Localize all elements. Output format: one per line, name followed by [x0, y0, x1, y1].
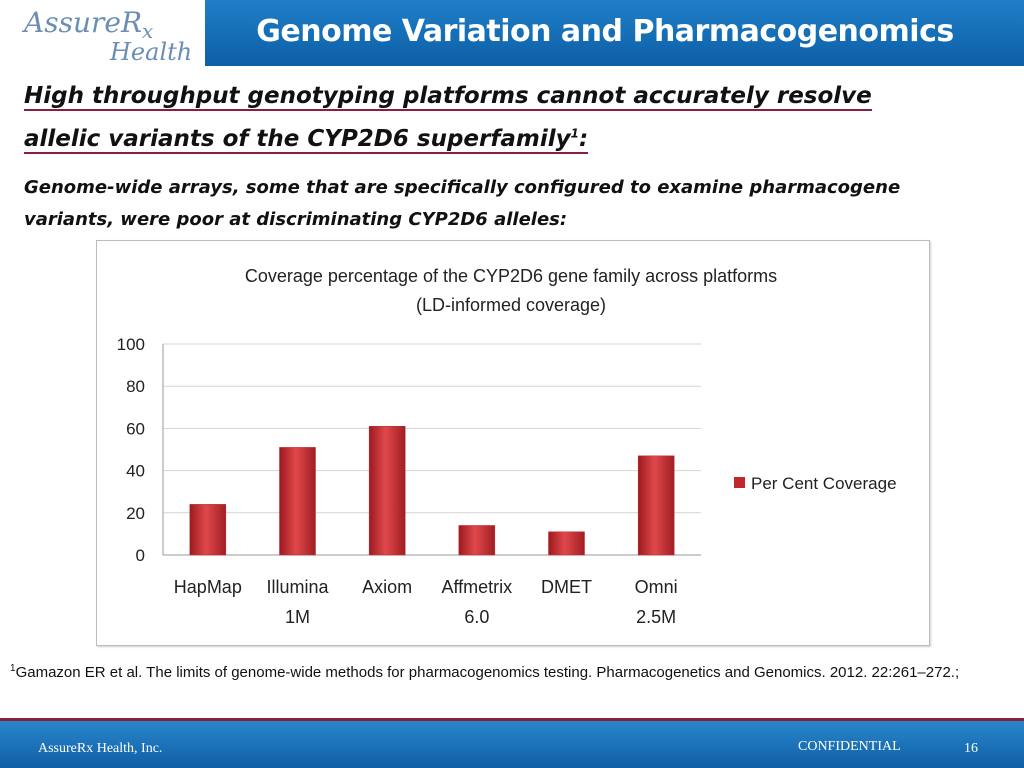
bar-omni-25m — [637, 455, 675, 556]
slide-title: Genome Variation and Pharmacogenomics — [256, 14, 954, 49]
legend-swatch — [734, 477, 745, 488]
y-tick-label: 60 — [126, 419, 145, 438]
legend-label: Per Cent Coverage — [751, 474, 897, 493]
chart-subtitle: (LD-informed coverage) — [416, 295, 606, 315]
bar-affmetrix-60 — [458, 525, 496, 556]
chart-title: Coverage percentage of the CYP2D6 gene f… — [245, 266, 777, 286]
x-tick-label: Affmetrix — [441, 577, 512, 597]
x-tick-label: Illumina — [266, 577, 329, 597]
y-tick-label: 20 — [126, 504, 145, 523]
chart-svg: Coverage percentage of the CYP2D6 gene f… — [117, 266, 897, 627]
heading-line1: High throughput genotyping platforms can… — [24, 83, 872, 111]
assurerx-logo: AssureRx Health — [0, 0, 205, 66]
bar-illumina-1m — [279, 447, 316, 556]
footer-confidential: CONFIDENTIAL — [798, 739, 901, 754]
x-tick-label: 1M — [285, 607, 310, 627]
bar-axiom — [368, 426, 406, 556]
logo-line1-sub: x — [142, 19, 154, 43]
x-tick-label: Axiom — [362, 577, 412, 597]
y-tick-label: 40 — [126, 462, 145, 481]
coverage-chart: Coverage percentage of the CYP2D6 gene f… — [96, 240, 930, 646]
subheading: Genome-wide arrays, some that are specif… — [24, 177, 901, 230]
footnote: 1Gamazon ER et al. The limits of genome-… — [10, 658, 1013, 684]
x-tick-label: HapMap — [174, 577, 242, 597]
y-tick-label: 0 — [136, 546, 145, 565]
y-tick-label: 80 — [126, 377, 145, 396]
x-tick-label: DMET — [541, 577, 592, 597]
heading-colon: : — [579, 125, 589, 152]
x-tick-label: 6.0 — [464, 607, 489, 627]
bar-hapmap — [189, 504, 227, 556]
footnote-text: Gamazon ER et al. The limits of genome-w… — [15, 664, 960, 681]
heading-line2: allelic variants of the CYP2D6 superfami… — [24, 125, 571, 152]
footer-bar: AssureRx Health, Inc. CONFIDENTIAL 16 — [0, 718, 1024, 768]
header-bar: AssureRx Health Genome Variation and Pha… — [0, 0, 1024, 66]
y-tick-label: 100 — [117, 335, 145, 354]
x-tick-label: Omni — [635, 577, 678, 597]
page-number: 16 — [964, 741, 978, 756]
logo-line1: AssureR — [24, 6, 143, 39]
footnote-ref: 1 — [10, 663, 16, 674]
footer-company: AssureRx Health, Inc. — [38, 741, 163, 756]
heading-footnote-ref: 1 — [570, 126, 579, 140]
logo-line2: Health — [110, 38, 193, 66]
x-tick-label: 2.5M — [636, 607, 676, 627]
heading: High throughput genotyping platforms can… — [24, 78, 954, 158]
bar-dmet — [548, 531, 585, 556]
